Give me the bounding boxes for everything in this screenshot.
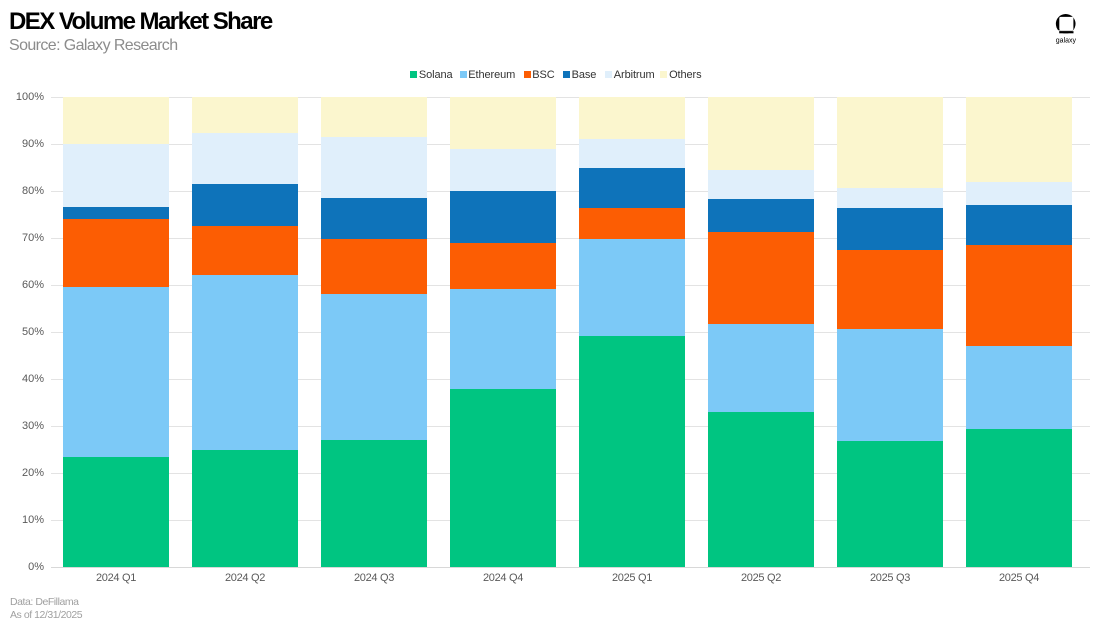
svg-text:galaxy: galaxy — [1056, 38, 1077, 45]
